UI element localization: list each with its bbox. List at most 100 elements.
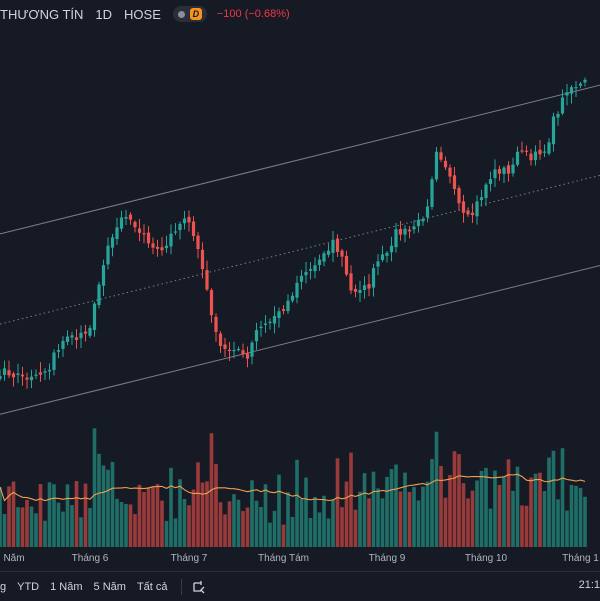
candle-body: [173, 231, 178, 233]
volume-bar: [133, 514, 137, 547]
volume-bar: [358, 491, 362, 547]
candle-body: [574, 87, 578, 89]
candle-body: [385, 252, 389, 256]
candle-body: [317, 259, 322, 266]
candle-body: [47, 369, 52, 372]
volume-bar: [232, 494, 236, 547]
volume-bar: [295, 459, 299, 547]
volume-bar: [281, 524, 286, 547]
candle-body: [61, 340, 65, 349]
volume-bar: [407, 491, 412, 547]
volume-bar: [565, 510, 569, 547]
volume-bar: [191, 489, 196, 547]
candle-body: [268, 321, 272, 323]
x-tick-label: Tháng 6: [71, 553, 109, 564]
candle-body: [569, 87, 574, 94]
candle-body: [259, 326, 263, 329]
volume-bar: [200, 482, 205, 547]
range-button-partial[interactable]: g: [0, 580, 7, 593]
range-button-ytd[interactable]: YTD: [17, 580, 40, 593]
candle-body: [137, 228, 142, 233]
volume-bar: [245, 507, 250, 547]
volume-bar: [412, 487, 416, 547]
candle-body: [448, 167, 452, 177]
candle-body: [430, 179, 434, 207]
candle-body: [425, 206, 430, 218]
range-button-all[interactable]: Tất cả: [136, 580, 168, 593]
volume-bar: [0, 487, 2, 547]
volume-bar: [331, 499, 335, 547]
volume-bar: [38, 484, 43, 547]
volume-bar: [425, 481, 430, 547]
candle-body: [394, 229, 398, 248]
candle-body: [560, 97, 565, 114]
candle-body: [2, 368, 7, 375]
candle-body: [367, 284, 371, 289]
candle-body: [313, 265, 317, 272]
candle-body: [124, 216, 128, 219]
candle-body: [106, 245, 110, 265]
candle-body: [506, 165, 511, 174]
candle-body: [70, 335, 74, 338]
candle-body: [362, 285, 367, 290]
interval-label[interactable]: 1D: [95, 6, 113, 22]
candle-body: [218, 333, 223, 346]
candle-body: [133, 221, 137, 228]
candle-body: [349, 273, 353, 291]
candle-body: [515, 151, 520, 165]
volume-bar: [443, 497, 448, 547]
volume-bar: [524, 505, 529, 547]
candle-body: [547, 142, 551, 154]
volume-bar: [263, 484, 268, 547]
candle-body: [200, 249, 205, 270]
volume-bar: [421, 486, 425, 547]
volume-bar: [439, 465, 443, 547]
chart-header: THƯƠNG TÍN 1D HOSE D −100 (−0.68%): [0, 4, 302, 24]
candle-body: [461, 201, 466, 213]
volume-bar: [515, 466, 520, 547]
candle-body: [344, 255, 349, 275]
volume-bar: [61, 511, 65, 547]
volume-bar: [178, 479, 182, 547]
candle-body: [295, 282, 299, 298]
range-button-5y[interactable]: 5 Năm: [93, 580, 126, 593]
candle-body: [457, 188, 461, 204]
goto-date-icon[interactable]: [192, 580, 206, 594]
volume-bar: [88, 508, 92, 547]
status-badge[interactable]: D: [172, 6, 207, 22]
volume-bar: [214, 464, 218, 547]
delayed-data-icon: D: [189, 8, 202, 20]
volume-bar: [182, 499, 187, 547]
volume-bar: [398, 491, 403, 547]
candle-body: [209, 290, 214, 316]
volume-bar: [430, 459, 434, 547]
volume-bar: [290, 516, 295, 547]
volume-bar: [448, 474, 452, 547]
candle-body: [308, 269, 313, 271]
candle-body: [493, 169, 497, 179]
volume-bar: [47, 482, 52, 547]
volume-bar: [578, 487, 583, 547]
candle-body: [119, 217, 124, 229]
price-chart[interactable]: [0, 0, 600, 571]
volume-bar: [110, 461, 115, 547]
volume-bar: [2, 514, 7, 547]
volume-bar: [52, 484, 56, 547]
candle-body: [290, 295, 295, 301]
candle-body: [538, 149, 542, 155]
volume-bar: [205, 481, 209, 547]
candle-body: [74, 337, 79, 341]
volume-bar: [25, 499, 29, 547]
volume-bar: [569, 484, 574, 547]
candle-body: [146, 232, 151, 244]
candle-body: [151, 243, 155, 248]
volume-bar: [65, 484, 70, 547]
range-button-1y[interactable]: 1 Năm: [50, 580, 83, 593]
candle-body: [551, 116, 556, 145]
volume-bar: [529, 477, 533, 547]
candle-body: [529, 153, 533, 161]
volume-bar: [173, 518, 178, 547]
volume-bar: [106, 469, 110, 547]
candle-body: [520, 150, 524, 152]
candle-body: [178, 223, 182, 231]
